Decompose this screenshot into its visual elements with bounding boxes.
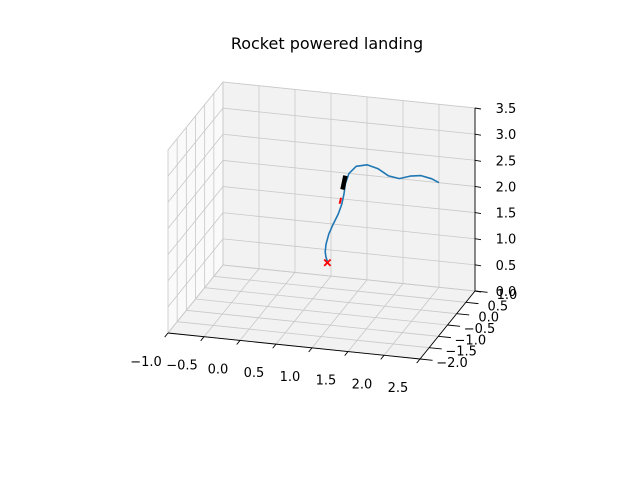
y-tick-label: 1.0 [497,288,518,303]
z-tick-label: 0.5 [496,259,517,274]
x-tick-label: −0.5 [166,359,198,374]
y-tick-label: −0.5 [464,322,496,337]
z-tick-mark [474,107,482,110]
grid-line-z-back [222,238,476,266]
grid-line-y-floor [204,287,457,315]
grid-line-y-floor [195,298,448,326]
grid-line-z-left [167,81,224,151]
x-tick-mark [308,347,313,353]
rocket-body-line [340,175,348,190]
z-tick-mark [474,238,482,241]
chart-title: Rocket powered landing [231,34,423,53]
z-tick-label: 3.0 [496,128,517,143]
y-tick-mark [456,313,470,316]
z-tick-label: 2.5 [496,154,517,169]
grid-line-z-back [222,186,476,213]
grid-line-z-back [222,81,476,109]
y-tick-label: −2.0 [436,356,468,371]
z-tick-mark [474,133,482,136]
grid-line-z-left [167,134,224,203]
grid-line-y-floor [186,309,439,337]
y-tick-label: 0.0 [478,311,499,326]
z-tick-label: 0.0 [496,285,517,300]
x-tick-label: 0.0 [208,362,229,377]
tick-marks [164,107,488,364]
z-tick-label: 2.0 [496,180,517,195]
x-tick-mark [164,332,169,338]
y-tick-label: 0.5 [487,299,508,314]
x-tick-label: 1.5 [316,374,337,389]
z-tick-mark [474,159,482,162]
grid-line-z-left [167,238,224,308]
y-tick-mark [447,324,461,327]
x-tick-label: 2.5 [388,381,409,396]
x-axis-line [167,332,421,360]
axes-panes [167,80,476,360]
x-tick-label: 1.0 [280,370,301,385]
landing-target-marker [323,258,332,267]
grid-line-z-back [222,264,476,292]
y-tick-mark [438,335,451,339]
plot-area [323,164,440,267]
x-tick-mark [380,355,385,360]
x-tick-label: −1.0 [130,355,162,370]
x-tick-label: 0.5 [244,366,265,381]
x-tick-mark [272,343,277,349]
y-tick-mark [419,358,433,361]
grid-line-z-left [167,264,224,334]
z-tick-label: 1.0 [496,233,517,248]
trajectory-line [324,164,440,262]
x-tick-mark [416,358,421,364]
grid-line-y-floor [177,321,430,349]
x-tick-mark [200,336,205,342]
z-tick-mark [474,185,482,188]
z-tick-mark [474,264,482,267]
grid-line-z-back [222,107,476,135]
y-tick-label: −1.5 [445,345,477,360]
z-tick-mark [474,290,482,293]
x-tick-label: 2.0 [352,377,373,392]
x-tick-mark [344,351,349,356]
grid-line-z-left [167,212,224,281]
y-tick-label: −1.0 [455,333,487,348]
grid-line-z-left [167,186,224,255]
grid-line-z-left [167,107,224,177]
grid-line-z-back [222,133,476,161]
y-tick-mark [429,347,442,350]
z-tick-label: 3.5 [496,102,517,117]
tick-labels: −1.0 −0.5 0.0 0.5 1.0 1.5 2.0 2.5−2.0−1.5−1.0−0… [130,102,517,396]
thrust-vector-line [338,197,343,205]
grid-line-y-floor [213,275,466,303]
x-tick-mark [236,340,241,345]
y-tick-mark [465,301,479,305]
z-tick-mark [474,212,482,215]
z-tick-label: 1.5 [496,207,517,222]
back-pane [222,81,476,292]
grid-line-z-left [167,160,224,229]
grid-line-z-back [222,212,476,240]
